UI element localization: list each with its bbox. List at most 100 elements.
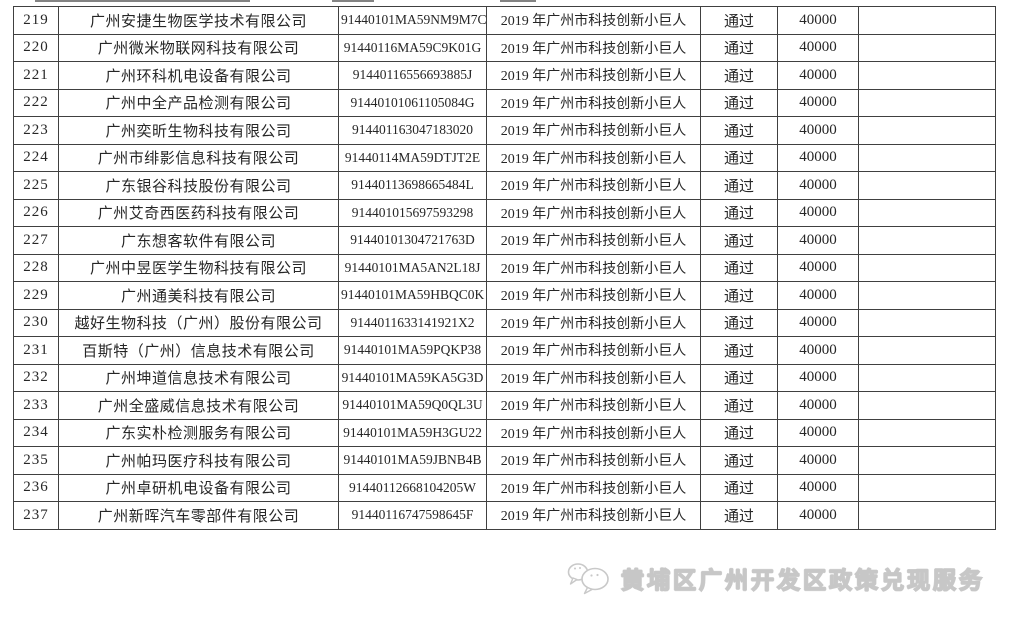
table-row: 222 广州中全产品检测有限公司 91440101061105084G 2019… <box>13 88 996 117</box>
blank-cell <box>858 88 996 117</box>
company-name: 广东银谷科技股份有限公司 <box>58 171 339 200</box>
table-row: 219 广州安捷生物医学技术有限公司 91440101MA59NM9M7C 20… <box>13 6 996 35</box>
company-name: 广州全盛威信息技术有限公司 <box>58 391 339 420</box>
project-name: 2019 年广州市科技创新小巨人 <box>486 308 701 337</box>
review-result: 通过 <box>700 198 778 227</box>
serial-number: 221 <box>13 61 59 90</box>
review-result: 通过 <box>700 446 778 475</box>
project-name: 2019 年广州市科技创新小巨人 <box>486 61 701 90</box>
chat-bubbles-logo <box>567 563 609 595</box>
grant-amount: 40000 <box>777 198 859 227</box>
company-name: 广州奕昕生物科技有限公司 <box>58 116 339 145</box>
table-row: 232 广州坤道信息技术有限公司 91440101MA59KA5G3D 2019… <box>13 363 996 392</box>
table-row: 230 越好生物科技（广州）股份有限公司 9144011633141921X2 … <box>13 308 996 337</box>
credit-code: 91440101MA59HBQC0K <box>338 281 487 310</box>
table-row: 234 广东实朴检测服务有限公司 91440101MA59H3GU22 2019… <box>13 418 996 447</box>
serial-number: 233 <box>13 391 59 420</box>
blank-cell <box>858 143 996 172</box>
table-row: 229 广州通美科技有限公司 91440101MA59HBQC0K 2019 年… <box>13 281 996 310</box>
credit-code: 91440116556693885J <box>338 61 487 90</box>
credit-code: 91440101MA59PQKP38 <box>338 336 487 365</box>
project-name: 2019 年广州市科技创新小巨人 <box>486 473 701 502</box>
company-name: 广东实朴检测服务有限公司 <box>58 418 339 447</box>
review-result: 通过 <box>700 61 778 90</box>
project-name: 2019 年广州市科技创新小巨人 <box>486 6 701 35</box>
company-name: 广州新晖汽车零部件有限公司 <box>58 501 339 530</box>
table-row: 233 广州全盛威信息技术有限公司 91440101MA59Q0QL3U 201… <box>13 391 996 420</box>
serial-number: 230 <box>13 308 59 337</box>
review-result: 通过 <box>700 391 778 420</box>
project-name: 2019 年广州市科技创新小巨人 <box>486 253 701 282</box>
credit-code: 91440101MA59JBNB4B <box>338 446 487 475</box>
cropped-row-fragment <box>35 0 250 2</box>
review-result: 通过 <box>700 6 778 35</box>
table-row: 220 广州微米物联网科技有限公司 91440116MA59C9K01G 201… <box>13 33 996 62</box>
serial-number: 234 <box>13 418 59 447</box>
company-name: 广州市绯影信息科技有限公司 <box>58 143 339 172</box>
company-name: 广州中全产品检测有限公司 <box>58 88 339 117</box>
blank-cell <box>858 391 996 420</box>
watermark-brand-text: 黄埔区广州开发区政策兑现服务 <box>620 566 985 593</box>
serial-number: 224 <box>13 143 59 172</box>
serial-number: 220 <box>13 33 59 62</box>
blank-cell <box>858 253 996 282</box>
company-name: 广州卓研机电设备有限公司 <box>58 473 339 502</box>
table-row: 224 广州市绯影信息科技有限公司 91440114MA59DTJT2E 201… <box>13 143 996 172</box>
review-result: 通过 <box>700 88 778 117</box>
grant-amount: 40000 <box>777 281 859 310</box>
company-name: 百斯特（广州）信息技术有限公司 <box>58 336 339 365</box>
credit-code: 91440114MA59DTJT2E <box>338 143 487 172</box>
company-name: 越好生物科技（广州）股份有限公司 <box>58 308 339 337</box>
blank-cell <box>858 198 996 227</box>
project-name: 2019 年广州市科技创新小巨人 <box>486 88 701 117</box>
serial-number: 229 <box>13 281 59 310</box>
grant-amount: 40000 <box>777 61 859 90</box>
project-name: 2019 年广州市科技创新小巨人 <box>486 116 701 145</box>
serial-number: 228 <box>13 253 59 282</box>
project-name: 2019 年广州市科技创新小巨人 <box>486 226 701 255</box>
grant-amount: 40000 <box>777 473 859 502</box>
credit-code: 91440101MA59Q0QL3U <box>338 391 487 420</box>
grant-amount: 40000 <box>777 418 859 447</box>
project-name: 2019 年广州市科技创新小巨人 <box>486 446 701 475</box>
grant-amount: 40000 <box>777 253 859 282</box>
blank-cell <box>858 308 996 337</box>
company-name: 广州中昱医学生物科技有限公司 <box>58 253 339 282</box>
grant-amount: 40000 <box>777 391 859 420</box>
review-result: 通过 <box>700 226 778 255</box>
company-name: 广州坤道信息技术有限公司 <box>58 363 339 392</box>
table-row: 237 广州新晖汽车零部件有限公司 91440116747598645F 201… <box>13 501 996 530</box>
company-name: 广州艾奇西医药科技有限公司 <box>58 198 339 227</box>
credit-code: 91440101MA59H3GU22 <box>338 418 487 447</box>
grant-amount: 40000 <box>777 33 859 62</box>
review-result: 通过 <box>700 501 778 530</box>
table-row: 235 广州帕玛医疗科技有限公司 91440101MA59JBNB4B 2019… <box>13 446 996 475</box>
blank-cell <box>858 446 996 475</box>
watermark-footer: 黄埔区广州开发区政策兑现服务 <box>566 559 985 597</box>
grant-amount: 40000 <box>777 171 859 200</box>
serial-number: 227 <box>13 226 59 255</box>
credit-code: 91440101061105084G <box>338 88 487 117</box>
blank-cell <box>858 501 996 530</box>
project-name: 2019 年广州市科技创新小巨人 <box>486 33 701 62</box>
review-result: 通过 <box>700 308 778 337</box>
grant-amount: 40000 <box>777 226 859 255</box>
credit-code: 91440101304721763D <box>338 226 487 255</box>
review-result: 通过 <box>700 116 778 145</box>
serial-number: 236 <box>13 473 59 502</box>
grant-amount: 40000 <box>777 116 859 145</box>
table-row: 226 广州艾奇西医药科技有限公司 914401015697593298 201… <box>13 198 996 227</box>
blank-cell <box>858 116 996 145</box>
review-result: 通过 <box>700 473 778 502</box>
blank-cell <box>858 281 996 310</box>
grant-amount: 40000 <box>777 446 859 475</box>
credit-code: 914401015697593298 <box>338 198 487 227</box>
table-row: 228 广州中昱医学生物科技有限公司 91440101MA5AN2L18J 20… <box>13 253 996 282</box>
table-row: 231 百斯特（广州）信息技术有限公司 91440101MA59PQKP38 2… <box>13 336 996 365</box>
company-name: 广州环科机电设备有限公司 <box>58 61 339 90</box>
serial-number: 231 <box>13 336 59 365</box>
blank-cell <box>858 363 996 392</box>
grant-amount: 40000 <box>777 88 859 117</box>
review-result: 通过 <box>700 253 778 282</box>
